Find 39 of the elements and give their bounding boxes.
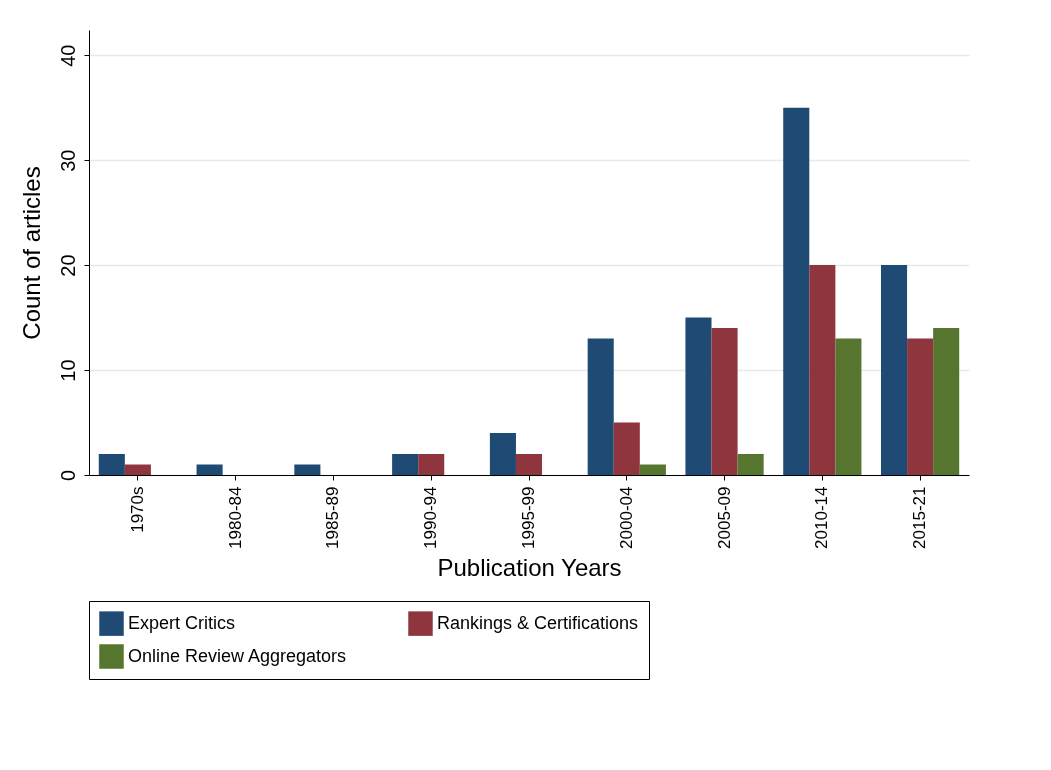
bar [933,328,960,475]
bar [809,265,836,475]
x-tick-label: 1970s [127,486,147,533]
legend-label: Online Review Aggregators [128,645,347,666]
bar [907,338,934,475]
legend-label: Rankings & Certifications [437,612,639,633]
bar [613,422,640,475]
x-tick-label: 2015-21 [910,486,930,549]
bar [783,107,810,475]
y-tick-label: 40 [56,44,79,67]
x-tick-label: 1980-84 [225,486,245,549]
bar [711,328,738,475]
x-tick-label: 2010-14 [812,486,832,549]
y-axis-title: Count of articles [17,166,45,340]
y-tick-label: 20 [56,254,79,277]
y-tick-label: 10 [56,359,79,382]
bar [294,464,321,475]
bar [515,454,543,475]
bar [737,454,764,475]
x-tick-label: 1990-94 [421,486,441,549]
y-tick-label: 30 [56,149,79,172]
x-tick-label: 2005-09 [714,486,734,549]
x-tick-label: 1985-89 [323,486,343,549]
bar [392,454,419,475]
bar [685,317,712,475]
bar [835,338,862,475]
bar [639,464,666,475]
x-axis-title: Publication Years [437,553,622,581]
legend-label: Expert Critics [128,612,236,633]
bar [98,454,125,475]
x-tick-label: 1995-99 [519,486,538,549]
bar [196,464,223,475]
y-tick-label: 0 [56,469,79,482]
bar [418,454,445,475]
x-tick-label: 2000-04 [616,486,636,549]
bar [124,464,151,475]
bar [587,338,614,475]
bar [881,265,908,475]
bar [489,433,516,475]
